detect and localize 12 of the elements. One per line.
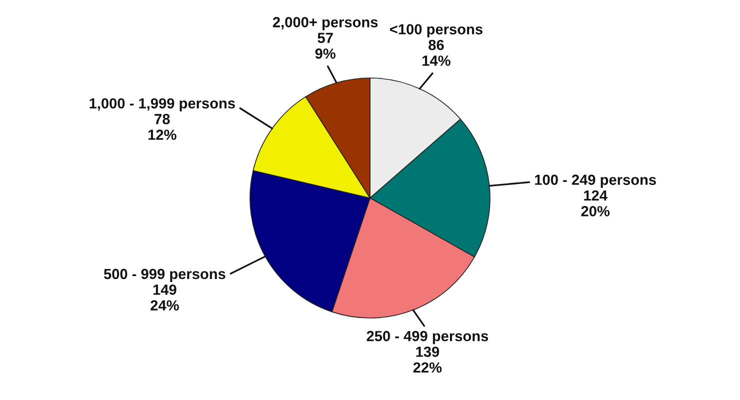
data-label: 149 24% [150, 284, 179, 311]
data-label: 86 14% [422, 40, 450, 66]
slice-label: 250 - 499 persons [366, 330, 488, 344]
slice-label: 500 - 999 persons [104, 268, 226, 282]
slice-label: 2,000+ persons [272, 17, 378, 30]
data-label: 139 22% [413, 346, 442, 373]
slice-label: <100 persons [390, 24, 482, 38]
slice-label: 1,000 - 1,999 persons [90, 98, 235, 112]
data-label: 78 12% [148, 114, 176, 140]
slice-label: 100 - 249 persons [535, 174, 656, 188]
data-label: 57 9% [315, 32, 336, 59]
data-label: 124 20% [581, 190, 610, 216]
